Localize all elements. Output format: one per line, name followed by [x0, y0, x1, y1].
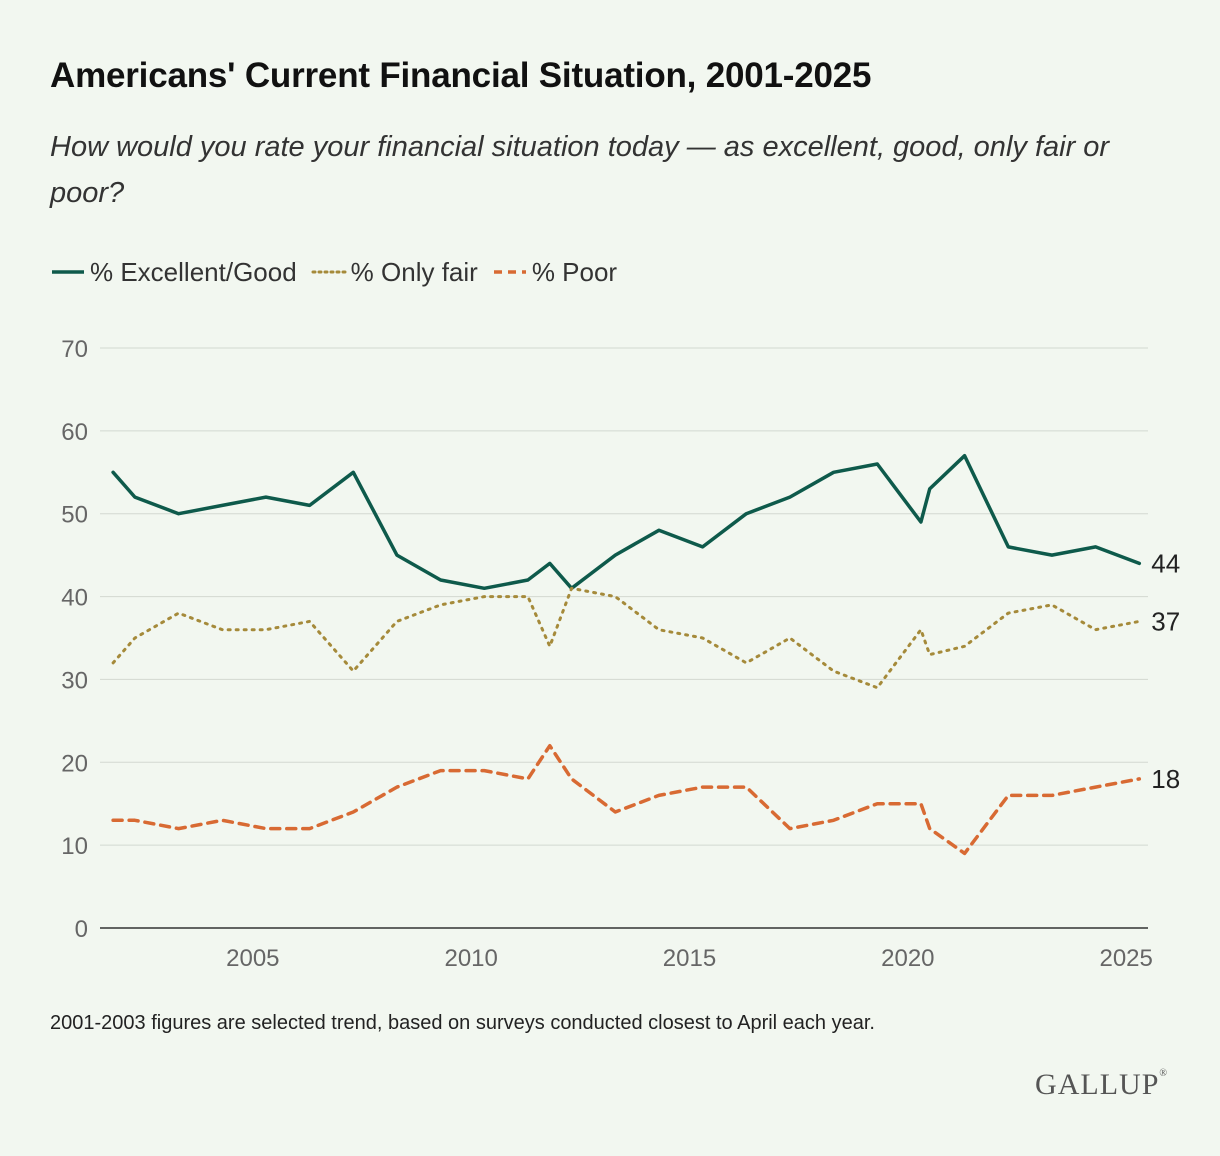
line-chart: 0 10 20 30 40 50 60 70 2005 2010 2015 2020 2025 44 3… — [61, 336, 1180, 972]
y-tick-label: 0 — [75, 916, 88, 943]
x-tick-label: 2005 — [226, 945, 279, 972]
x-tick-label: 2015 — [663, 945, 716, 972]
series-line-2 — [111, 743, 1142, 856]
chart-title: Americans' Current Financial Situation, … — [50, 56, 872, 95]
legend-item-only-fair: % Only fair — [311, 257, 478, 288]
end-labels: 44 37 18 — [1151, 548, 1180, 793]
legend-item-poor: % Poor — [492, 257, 617, 288]
x-tick-label: 2020 — [881, 945, 934, 972]
series-line-1 — [111, 586, 1141, 690]
legend-item-excellent-good: % Excellent/Good — [50, 257, 297, 288]
y-axis-ticks: 0 10 20 30 40 50 60 70 — [61, 336, 88, 943]
y-tick-label: 10 — [61, 833, 88, 860]
legend-label: % Poor — [531, 256, 618, 287]
legend-swatch-dotted — [311, 270, 347, 274]
registered-mark: ® — [1159, 1068, 1168, 1079]
y-tick-label: 50 — [61, 502, 88, 529]
y-tick-label: 30 — [61, 667, 88, 694]
x-tick-label: 2010 — [444, 945, 497, 972]
y-tick-label: 20 — [61, 750, 88, 777]
legend-label: % Excellent/Good — [90, 256, 297, 287]
end-label-0: 44 — [1151, 548, 1180, 578]
y-tick-label: 40 — [61, 585, 88, 612]
x-axis-ticks: 2005 2010 2015 2020 2025 — [226, 945, 1153, 972]
end-label-1: 37 — [1151, 606, 1180, 636]
gallup-logo: GALLUP® — [1035, 1068, 1168, 1102]
y-tick-label: 70 — [61, 336, 88, 363]
series-lines — [111, 453, 1142, 856]
y-tick-label: 60 — [61, 419, 88, 446]
legend: % Excellent/Good % Only fair % Poor — [50, 256, 631, 288]
chart-subtitle: How would you rate your financial situat… — [50, 131, 1110, 209]
gridlines — [100, 347, 1148, 929]
legend-label: % Only fair — [350, 256, 478, 287]
end-label-2: 18 — [1151, 764, 1180, 794]
x-tick-label: 2025 — [1099, 945, 1152, 972]
legend-swatch-solid — [52, 270, 84, 274]
series-line-0 — [111, 453, 1142, 591]
logo-text: GALLUP — [1035, 1068, 1160, 1101]
legend-swatch-dashed — [493, 270, 526, 274]
footnote: 2001-2003 figures are selected trend, ba… — [50, 1012, 875, 1034]
